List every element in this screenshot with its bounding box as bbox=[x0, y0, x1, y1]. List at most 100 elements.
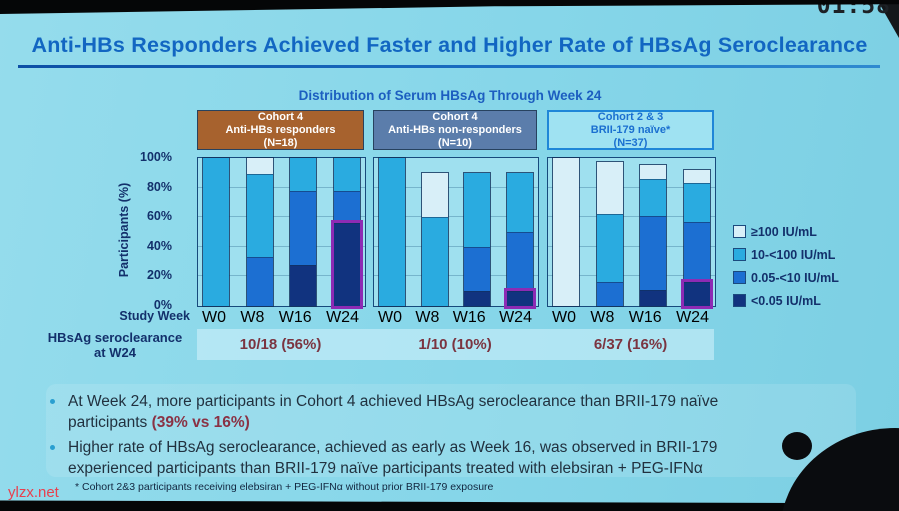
bullet-1-text: At Week 24, more participants in Cohort … bbox=[68, 393, 719, 431]
plot-panel bbox=[197, 157, 366, 307]
gridline bbox=[374, 275, 538, 277]
seroclearance-value: 6/37 (16%) bbox=[593, 336, 668, 353]
week-label: W24 bbox=[676, 309, 709, 326]
seroclearance-value: 10/18 (56%) bbox=[239, 336, 322, 353]
stacked-bar-w8 bbox=[421, 172, 448, 306]
bar-segment bbox=[506, 172, 533, 232]
bar-segment bbox=[421, 217, 448, 306]
y-tick-label: 60% bbox=[146, 209, 172, 224]
gridline bbox=[198, 216, 365, 218]
week-label-row: W0 W8 W16 W24 bbox=[373, 309, 537, 327]
bar-segment bbox=[290, 264, 317, 306]
title-underline bbox=[18, 65, 880, 68]
watermark: ylzx.net bbox=[8, 484, 59, 501]
bar-segment bbox=[640, 215, 667, 290]
week-label: W16 bbox=[278, 309, 312, 326]
week-label: W16 bbox=[628, 309, 662, 326]
legend-swatch bbox=[733, 225, 746, 238]
gridline bbox=[374, 216, 538, 218]
seroclearance-band bbox=[197, 329, 714, 360]
bullet-2: Higher rate of HBsAg seroclearance, achi… bbox=[50, 437, 780, 479]
bar-segment bbox=[379, 158, 405, 306]
gridline bbox=[548, 245, 715, 247]
bar-row bbox=[548, 158, 715, 306]
bullet-1-highlight: (39% vs 16%) bbox=[151, 414, 250, 431]
week-label: W8 bbox=[240, 309, 265, 326]
bar-row bbox=[198, 158, 365, 306]
gridline bbox=[548, 216, 715, 218]
panel-header-line: (N=10) bbox=[438, 136, 472, 149]
bullet-panel bbox=[46, 384, 856, 477]
week-label: W24 bbox=[326, 309, 359, 326]
gridline bbox=[374, 245, 538, 247]
plot-panel bbox=[547, 157, 716, 307]
bar-segment bbox=[640, 165, 667, 179]
y-tick-label: 100% bbox=[140, 150, 172, 164]
gridline bbox=[198, 186, 365, 188]
seroclearance-label-line2: at W24 bbox=[94, 345, 136, 360]
audience-silhouette bbox=[782, 432, 812, 460]
stacked-bar-w0 bbox=[379, 158, 405, 306]
stacked-bar-w0 bbox=[203, 158, 229, 306]
y-tick-label: 0% bbox=[153, 298, 172, 312]
y-tick-label: 80% bbox=[146, 179, 172, 194]
slide-title: Anti-HBs Responders Achieved Faster and … bbox=[31, 33, 868, 57]
panel-header: Cohort 4 Anti-HBs responders (N=18) bbox=[197, 110, 364, 150]
legend-row: <0.05 IU/mL bbox=[733, 289, 839, 312]
week-label-row: W0 W8 W16 W24 bbox=[197, 309, 364, 327]
chart-legend: ≥100 IU/mL 10-<100 IU/mL 0.05-<10 IU/mL <0.… bbox=[733, 220, 839, 312]
bullet-dot bbox=[50, 399, 55, 404]
bar-segment bbox=[421, 172, 448, 218]
bar-segment bbox=[464, 246, 491, 292]
bullet-2-text: Higher rate of HBsAg seroclearance, achi… bbox=[68, 439, 718, 477]
legend-swatch bbox=[733, 248, 746, 261]
stacked-bar-w0 bbox=[553, 158, 579, 306]
gridline bbox=[374, 186, 538, 188]
legend-label: 10-<100 IU/mL bbox=[751, 247, 836, 262]
legend-swatch bbox=[733, 294, 746, 307]
seroclearance-value: 1/10 (10%) bbox=[418, 336, 492, 353]
bar-segment bbox=[203, 158, 229, 306]
bar-segment bbox=[683, 282, 710, 306]
panel-header-line: (N=18) bbox=[263, 136, 298, 149]
bar-segment bbox=[290, 158, 317, 191]
stacked-bar-w8 bbox=[246, 158, 273, 306]
chart-title: Distribution of Serum HBsAg Through Week… bbox=[298, 88, 602, 103]
panel-header: Cohort 2 & 3 BRII-179 naïve* (N=37) bbox=[547, 110, 714, 150]
x-axis-label: Study Week bbox=[119, 309, 190, 323]
bar-segment bbox=[506, 232, 533, 292]
bar-segment bbox=[333, 223, 360, 306]
bar-row bbox=[374, 158, 538, 306]
bar-segment bbox=[333, 190, 360, 224]
panel-header: Cohort 4 Anti-HBs non-responders (N=10) bbox=[373, 110, 537, 150]
bar-segment bbox=[290, 190, 317, 265]
bullet-dot bbox=[50, 445, 55, 450]
bar-segment bbox=[553, 158, 579, 306]
week-label: W16 bbox=[452, 309, 486, 326]
bar-segment bbox=[640, 178, 667, 216]
seroclearance-label: HBsAg seroclearance at W24 bbox=[35, 330, 195, 360]
week-label: W0 bbox=[378, 309, 402, 326]
week-label: W8 bbox=[415, 309, 440, 326]
week-label-row: W0 W8 W16 W24 bbox=[547, 309, 714, 327]
week-label: W24 bbox=[499, 309, 532, 326]
bar-segment bbox=[246, 158, 273, 175]
bar-segment bbox=[596, 162, 623, 215]
legend-label: 0.05-<10 IU/mL bbox=[751, 270, 839, 285]
stacked-bar-w24 bbox=[506, 172, 533, 306]
bar-segment bbox=[683, 183, 710, 222]
panel-header-line: (N=37) bbox=[613, 136, 648, 149]
legend-row: 10-<100 IU/mL bbox=[733, 243, 839, 266]
bullet-1: At Week 24, more participants in Cohort … bbox=[50, 391, 780, 433]
legend-label: <0.05 IU/mL bbox=[751, 293, 821, 308]
timer-overlay: 01:58 bbox=[816, 0, 891, 19]
legend-label: ≥100 IU/mL bbox=[751, 224, 817, 239]
bar-segment bbox=[683, 221, 710, 283]
week-label: W0 bbox=[552, 309, 576, 326]
panel-header-line: Anti-HBs non-responders bbox=[388, 123, 522, 136]
stacked-bar-w24 bbox=[333, 158, 360, 306]
stacked-bar-w16 bbox=[464, 172, 491, 306]
panel-header-line: Cohort 4 bbox=[257, 110, 304, 123]
